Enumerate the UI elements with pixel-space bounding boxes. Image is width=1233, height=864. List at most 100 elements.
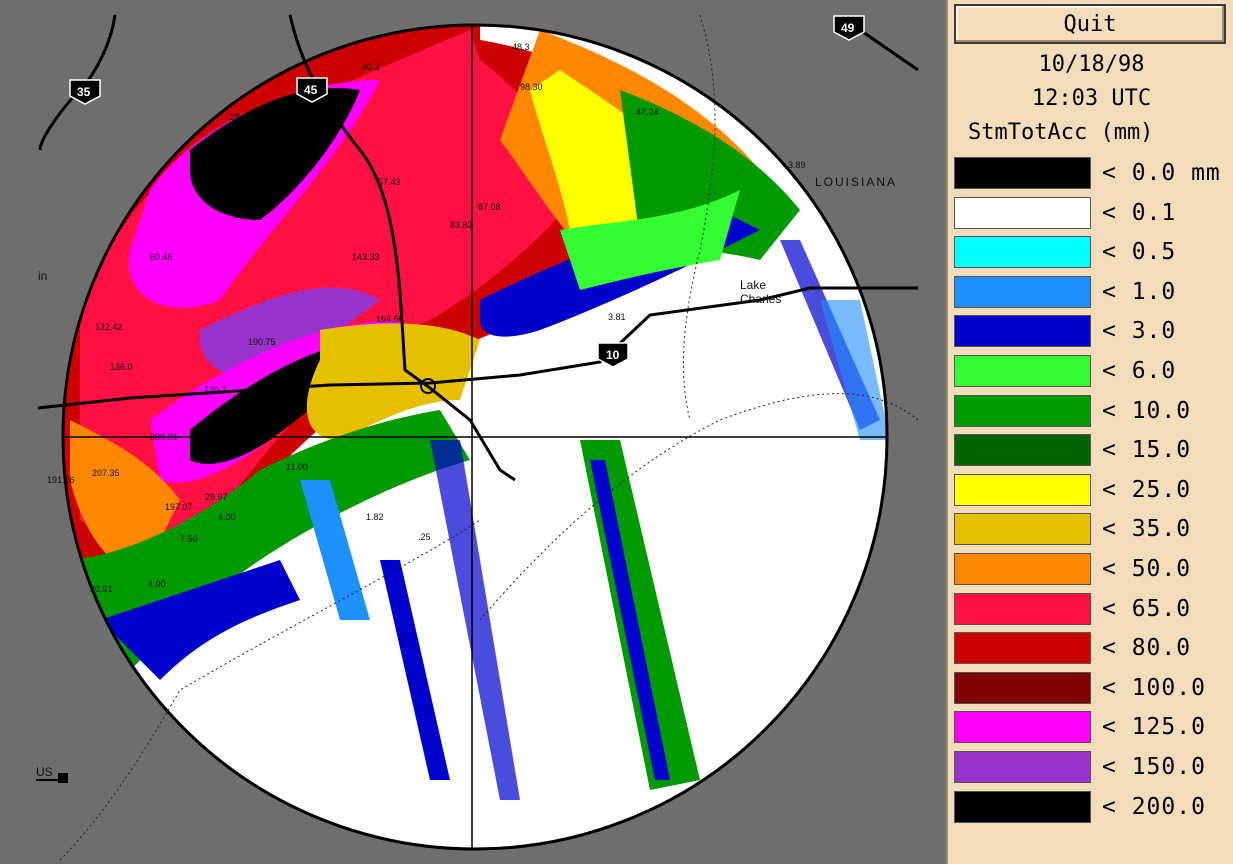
- legend-label: < 25.0: [1102, 476, 1192, 503]
- legend-label: < 10.0: [1102, 397, 1192, 424]
- legend-label: < 125.0: [1102, 714, 1206, 741]
- legend-row: < 150.0: [954, 750, 1233, 786]
- legend-swatch: [954, 394, 1091, 427]
- svg-text:207.35: 207.35: [92, 468, 120, 478]
- legend-row: < 65.0: [954, 592, 1233, 628]
- svg-text:98.30: 98.30: [520, 82, 543, 92]
- svg-text:136.0: 136.0: [110, 362, 133, 372]
- quit-button[interactable]: Quit: [954, 4, 1226, 44]
- radar-map: 35 45 49 10 US LOUISIANA Lake Charles in…: [36, 14, 919, 861]
- svg-text:1.82: 1.82: [366, 512, 384, 522]
- legend-swatch: [954, 355, 1091, 387]
- legend-label: < 0.5: [1102, 239, 1177, 266]
- legend-row: < 10.0: [954, 394, 1233, 430]
- legend-label: < 80.0: [1102, 635, 1192, 662]
- svg-text:83.82: 83.82: [450, 220, 473, 230]
- legend-label: < 65.0: [1102, 595, 1192, 622]
- svg-text:.25: .25: [418, 532, 431, 542]
- legend-row: < 200.0: [954, 790, 1233, 826]
- legend-row: < 15.0: [954, 433, 1233, 469]
- svg-text:47.24: 47.24: [636, 107, 659, 117]
- legend-label: < 0.0 mm: [1102, 160, 1221, 186]
- radar-site-marker: [420, 378, 436, 394]
- svg-text:20.91: 20.91: [90, 584, 113, 594]
- legend-row: < 80.0: [954, 631, 1233, 667]
- legend-swatch: [954, 751, 1091, 783]
- legend-row: < 50.0: [954, 552, 1233, 588]
- svg-text:US: US: [36, 765, 53, 779]
- legend-label: < 1.0: [1102, 278, 1177, 305]
- svg-text:120.7: 120.7: [204, 385, 227, 395]
- legend-swatch: [954, 632, 1091, 665]
- control-panel: Quit 10/18/98 12:03 UTC StmTotAcc (mm) <…: [946, 0, 1233, 864]
- svg-text:164.60: 164.60: [376, 314, 404, 324]
- legend-swatch: [954, 473, 1091, 506]
- svg-text:200.91: 200.91: [150, 432, 178, 442]
- state-label: LOUISIANA: [815, 175, 897, 189]
- legend-label: < 35.0: [1102, 516, 1192, 543]
- highway-shield-10: 10: [597, 342, 629, 368]
- svg-text:11.00: 11.00: [286, 462, 308, 472]
- legend-row: < 25.0: [954, 473, 1233, 509]
- city-label: Charles: [740, 292, 781, 306]
- svg-text:4.00: 4.00: [148, 579, 166, 589]
- legend-label: < 50.0: [1102, 556, 1192, 582]
- legend-label: < 100.0: [1102, 674, 1206, 701]
- svg-text:45: 45: [304, 83, 318, 97]
- legend-row: < 1.0: [954, 275, 1233, 311]
- product-label: StmTotAcc (mm): [968, 120, 1154, 145]
- legend-swatch: [954, 790, 1091, 823]
- city-label: in: [38, 269, 47, 283]
- svg-text:19: 19: [234, 210, 244, 220]
- legend-swatch: [954, 157, 1091, 189]
- legend-swatch: [954, 553, 1091, 585]
- radar-disk: [63, 25, 887, 849]
- legend-row: < 6.0: [954, 354, 1233, 390]
- legend-row: < 3.0: [954, 314, 1233, 350]
- legend-row: < 0.0 mm: [954, 156, 1233, 192]
- legend-row: < 125.0: [954, 710, 1233, 746]
- legend-swatch: [954, 592, 1091, 625]
- legend-swatch: [954, 275, 1091, 308]
- svg-text:122.42: 122.42: [95, 322, 123, 332]
- svg-text:49: 49: [841, 21, 855, 35]
- svg-text:3.81: 3.81: [608, 312, 626, 322]
- legend-swatch: [954, 315, 1091, 348]
- svg-text:87.08: 87.08: [478, 202, 501, 212]
- legend-label: < 200.0: [1102, 793, 1206, 820]
- legend-swatch: [954, 236, 1091, 269]
- time-label: 12:03 UTC: [1031, 86, 1152, 111]
- legend-label: < 6.0: [1102, 358, 1177, 384]
- svg-text:4.00: 4.00: [218, 512, 236, 522]
- legend-row: < 0.1: [954, 196, 1233, 232]
- highway-shield-45: 45: [296, 77, 328, 103]
- svg-text:10: 10: [606, 348, 620, 362]
- svg-text:29.97: 29.97: [205, 492, 228, 502]
- legend-row: < 35.0: [954, 512, 1233, 548]
- legend-row: < 0.5: [954, 235, 1233, 271]
- svg-text:190.75: 190.75: [248, 337, 276, 347]
- svg-text:197.07: 197.07: [165, 502, 193, 512]
- svg-text:191.26: 191.26: [47, 475, 75, 485]
- svg-text:40.2: 40.2: [362, 62, 380, 72]
- us-highway-shield: US: [36, 765, 68, 783]
- legend-row: < 100.0: [954, 671, 1233, 707]
- svg-text:28.87: 28.87: [230, 112, 253, 122]
- legend-swatch: [954, 711, 1091, 744]
- legend-swatch: [954, 196, 1091, 229]
- svg-text:57.43: 57.43: [378, 177, 401, 187]
- date-label: 10/18/98: [1038, 52, 1145, 77]
- roads: [37, 14, 919, 482]
- legend-label: < 3.0: [1102, 318, 1177, 345]
- legend-label: < 0.1: [1102, 199, 1177, 226]
- highway-shield-35: 35: [69, 79, 101, 105]
- legend-label: < 15.0: [1102, 437, 1192, 464]
- svg-text:48.3: 48.3: [512, 42, 530, 52]
- legend-swatch: [954, 513, 1091, 546]
- city-label: Lake: [740, 278, 766, 292]
- svg-text:3.89: 3.89: [788, 160, 806, 170]
- legend-swatch: [954, 671, 1091, 704]
- legend-swatch: [954, 434, 1091, 467]
- accumulation-values: 48.3 98.30 40.2 28.87 57.43 87.08 47.24 …: [47, 42, 806, 594]
- svg-text:7.50: 7.50: [180, 534, 198, 544]
